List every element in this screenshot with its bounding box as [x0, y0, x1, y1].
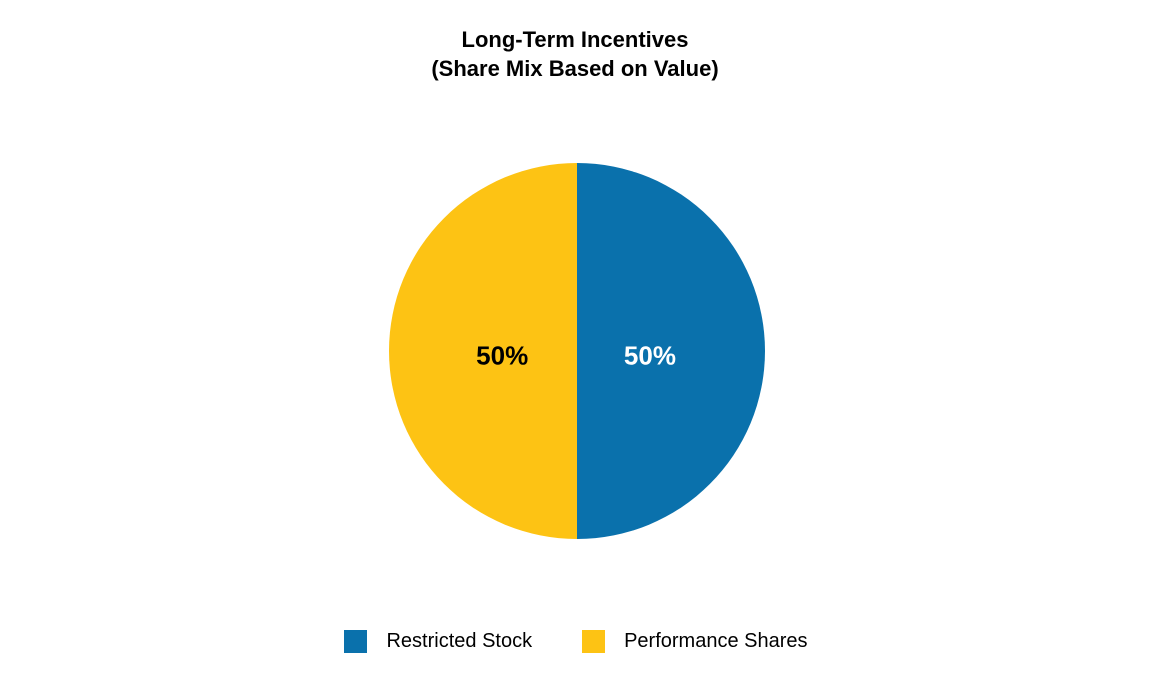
- legend-swatch-performance-shares: [582, 629, 606, 653]
- legend: Restricted Stock Performance Shares: [0, 629, 1152, 653]
- pie-chart: 50% 50%: [389, 163, 765, 539]
- legend-item-restricted-stock: Restricted Stock: [344, 629, 532, 653]
- chart-title-line1: Long-Term Incentives: [461, 27, 689, 52]
- legend-item-performance-shares: Performance Shares: [582, 629, 808, 653]
- legend-label-performance-shares: Performance Shares: [624, 630, 808, 652]
- slice-label-restricted-stock: 50%: [623, 340, 676, 370]
- chart-title-line2: (Share Mix Based on Value): [431, 56, 719, 81]
- legend-label-restricted-stock: Restricted Stock: [386, 630, 533, 652]
- slice-label-performance-shares: 50%: [476, 340, 529, 370]
- legend-swatch-restricted-stock: [344, 629, 368, 653]
- chart-title: Long-Term Incentives (Share Mix Based on…: [0, 25, 1150, 83]
